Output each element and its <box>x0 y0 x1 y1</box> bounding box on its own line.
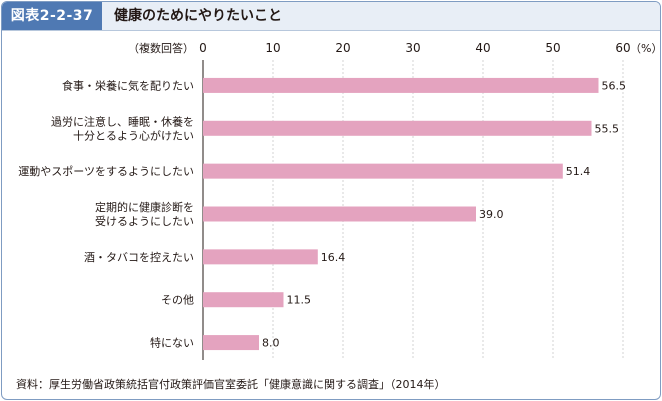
x-tick-label: 60 <box>615 41 630 55</box>
x-tick-label: 20 <box>335 41 350 55</box>
value-label: 11.5 <box>287 294 312 307</box>
bar <box>203 163 563 179</box>
category-label: 酒・タバコを控えたい <box>84 250 194 264</box>
value-label: 51.4 <box>566 165 591 178</box>
tick-labels: 0 10 20 30 40 50 60 <box>199 41 630 55</box>
category-label: その他 <box>161 294 194 307</box>
bar <box>203 335 259 351</box>
unit-suffix: （%） <box>630 42 660 55</box>
x-tick-label: 0 <box>199 41 207 55</box>
bar <box>203 120 592 136</box>
chart-area: 0 10 20 30 40 50 60 食事・栄養に気を配りたい過労に注意し、睡眠・休養を十… <box>2 2 660 376</box>
category-label: 受けるようにしたい <box>95 215 194 228</box>
value-label: 55.5 <box>595 122 620 135</box>
category-label: 過労に注意し、睡眠・休養を <box>51 114 194 128</box>
x-tick-label: 50 <box>545 41 560 55</box>
bar <box>203 249 318 265</box>
unit-label: （複数回答） <box>128 41 194 55</box>
value-label: 39.0 <box>479 208 504 221</box>
value-label: 8.0 <box>262 337 280 350</box>
category-label: 食事・栄養に気を配りたい <box>62 78 194 92</box>
category-label: 十分とるよう心がけたい <box>73 128 194 142</box>
category-labels: 食事・栄養に気を配りたい過労に注意し、睡眠・休養を十分とるよう心がけたい運動やス… <box>18 78 194 349</box>
bar <box>203 77 599 93</box>
title-bar: 図表2-2-37 健康のためにやりたいこと <box>2 2 660 31</box>
category-label: 運動やスポーツをするようにしたい <box>18 164 194 178</box>
x-tick-label: 30 <box>405 41 420 55</box>
bars <box>203 77 599 351</box>
value-labels: 56.5 55.5 51.4 39.0 16.4 11.5 8.0 <box>262 79 626 349</box>
source-note: 資料：厚生労働省政策統括官付政策評価官室委託「健康意識に関する調査」（2014年… <box>16 378 446 391</box>
value-label: 56.5 <box>602 79 627 92</box>
bar <box>203 292 284 308</box>
category-label: 定期的に健康診断を <box>95 200 194 214</box>
category-label: 特にない <box>150 336 194 350</box>
bar <box>203 206 476 222</box>
value-label: 16.4 <box>321 251 346 264</box>
x-tick-label: 10 <box>265 41 280 55</box>
figure-number-badge: 図表2-2-37 <box>2 2 102 30</box>
figure-title: 健康のためにやりたいこと <box>114 8 282 24</box>
bar-chart: 0 10 20 30 40 50 60 食事・栄養に気を配りたい過労に注意し、睡眠・休養を十… <box>18 41 660 360</box>
x-tick-label: 40 <box>475 41 490 55</box>
